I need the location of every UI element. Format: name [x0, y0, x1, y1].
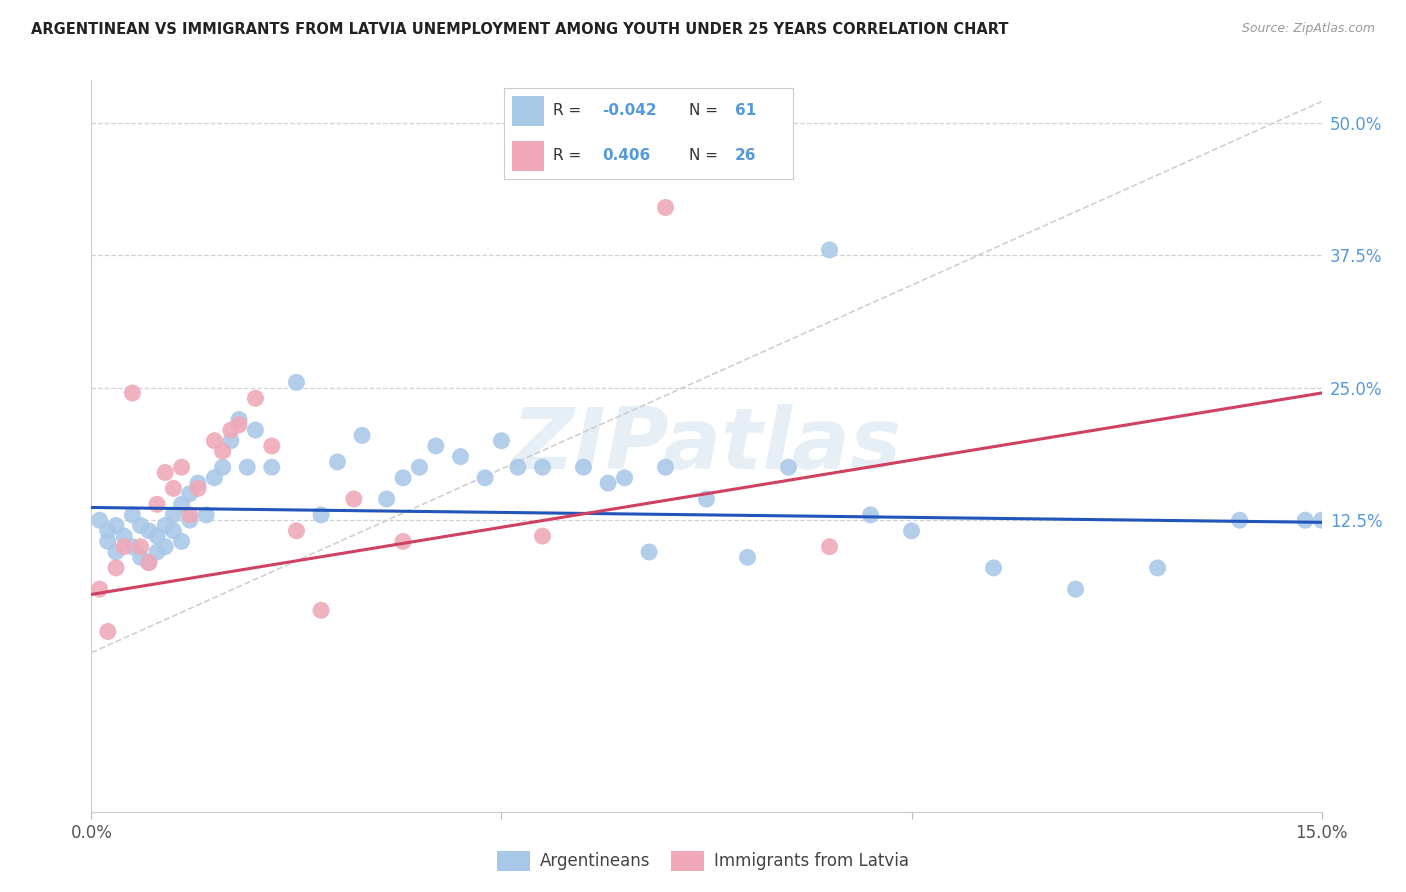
Point [219, 434, 242, 448]
Point [260, 460, 283, 475]
Point [146, 529, 169, 543]
Point [1229, 513, 1251, 527]
Point [89, 513, 111, 527]
Point [153, 466, 177, 480]
Point [245, 392, 267, 406]
Point [179, 508, 201, 522]
Point [228, 417, 250, 432]
Point [596, 476, 619, 491]
Point [818, 243, 841, 257]
Point [162, 524, 184, 538]
Point [105, 561, 127, 575]
Point [121, 540, 143, 554]
Point [737, 550, 759, 565]
Text: ZIPatlas: ZIPatlas [512, 404, 901, 488]
Point [187, 476, 209, 491]
Point [474, 471, 496, 485]
Point [179, 513, 201, 527]
Point [112, 540, 135, 554]
Point [105, 545, 127, 559]
Point [638, 545, 661, 559]
Point [352, 428, 374, 442]
Point [449, 450, 471, 464]
Point [613, 471, 636, 485]
Point [97, 624, 120, 639]
Point [572, 460, 595, 475]
Point [260, 439, 283, 453]
Point [392, 534, 415, 549]
Point [695, 491, 717, 506]
Point [654, 201, 676, 215]
Point [211, 444, 233, 458]
Point [138, 524, 160, 538]
Point [326, 455, 349, 469]
Point [202, 434, 225, 448]
Point [112, 529, 135, 543]
Point [285, 376, 308, 390]
Point [211, 460, 233, 475]
Point [228, 412, 250, 426]
Point [153, 518, 177, 533]
Point [309, 508, 332, 522]
Point [375, 491, 398, 506]
Point [654, 460, 676, 475]
Point [392, 471, 415, 485]
Point [121, 508, 143, 522]
Point [245, 423, 267, 437]
Legend: Argentineans, Immigrants from Latvia: Argentineans, Immigrants from Latvia [488, 842, 918, 880]
Text: Source: ZipAtlas.com: Source: ZipAtlas.com [1241, 22, 1375, 36]
Point [900, 524, 922, 538]
Point [146, 497, 169, 511]
Point [187, 482, 209, 496]
Point [309, 603, 332, 617]
Point [97, 524, 120, 538]
Point [531, 529, 554, 543]
Point [89, 582, 111, 596]
Point [1064, 582, 1087, 596]
Point [170, 460, 193, 475]
Point [531, 460, 554, 475]
Point [285, 524, 308, 538]
Point [343, 491, 366, 506]
Point [162, 508, 184, 522]
Point [170, 534, 193, 549]
Point [859, 508, 882, 522]
Point [202, 471, 225, 485]
Point [818, 540, 841, 554]
Point [170, 497, 193, 511]
Point [162, 482, 184, 496]
Point [138, 556, 160, 570]
Point [153, 540, 177, 554]
Point [138, 556, 160, 570]
Point [1146, 561, 1168, 575]
Point [491, 434, 513, 448]
Point [1294, 513, 1316, 527]
Point [506, 460, 529, 475]
Point [146, 545, 169, 559]
Point [1310, 513, 1333, 527]
Point [129, 540, 152, 554]
Point [121, 386, 143, 401]
Point [129, 550, 152, 565]
Point [105, 518, 127, 533]
Point [236, 460, 259, 475]
Point [425, 439, 447, 453]
Point [778, 460, 800, 475]
Point [195, 508, 218, 522]
Point [179, 486, 201, 500]
Point [408, 460, 430, 475]
Text: ARGENTINEAN VS IMMIGRANTS FROM LATVIA UNEMPLOYMENT AMONG YOUTH UNDER 25 YEARS CO: ARGENTINEAN VS IMMIGRANTS FROM LATVIA UN… [31, 22, 1008, 37]
Point [129, 518, 152, 533]
Point [219, 423, 242, 437]
Point [97, 534, 120, 549]
Point [983, 561, 1005, 575]
